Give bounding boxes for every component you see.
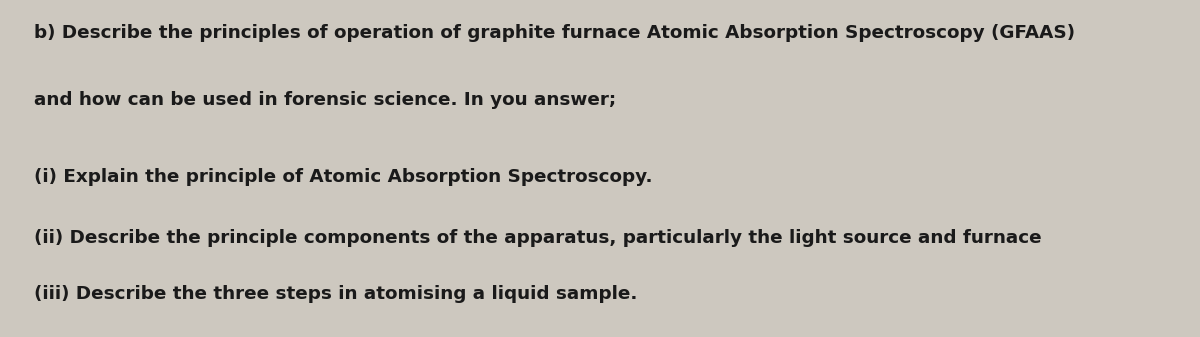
Text: (i) Explain the principle of Atomic Absorption Spectroscopy.: (i) Explain the principle of Atomic Abso… bbox=[34, 168, 652, 186]
Text: and how can be used in forensic science. In you answer;: and how can be used in forensic science.… bbox=[34, 91, 616, 109]
Text: (ii) Describe the principle components of the apparatus, particularly the light : (ii) Describe the principle components o… bbox=[34, 229, 1042, 247]
Text: b) Describe the principles of operation of graphite furnace Atomic Absorption Sp: b) Describe the principles of operation … bbox=[34, 24, 1075, 41]
Text: (iii) Describe the three steps in atomising a liquid sample.: (iii) Describe the three steps in atomis… bbox=[34, 285, 637, 303]
